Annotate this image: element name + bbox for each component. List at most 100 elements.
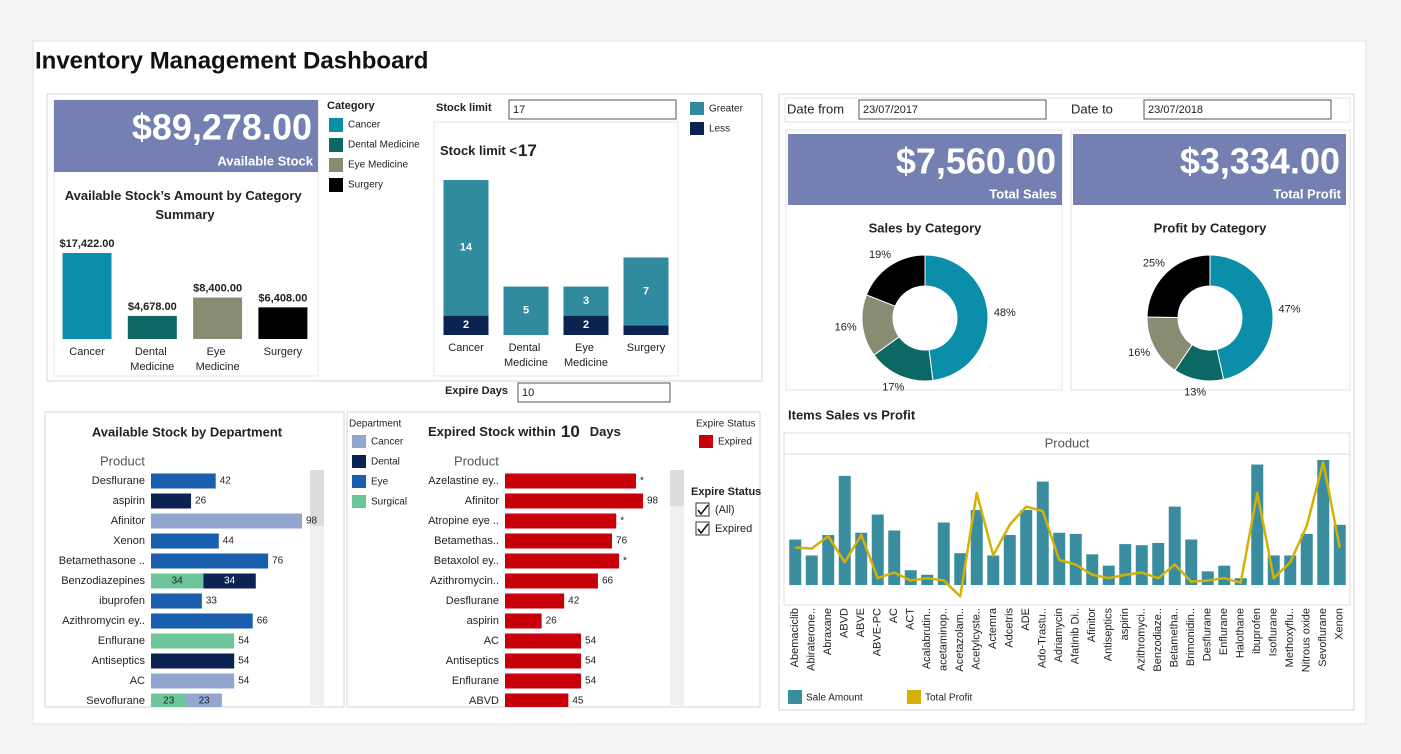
bar [151, 693, 187, 707]
value-label: 19% [869, 249, 891, 261]
category-label: Antiseptics [446, 655, 500, 667]
value-label: 42 [568, 596, 580, 607]
category-label: Acetazolam.. [954, 608, 966, 672]
category-label: Dental Medicine [504, 342, 548, 369]
legend-swatch [690, 122, 704, 135]
bar [127, 315, 177, 339]
filter-input[interactable] [858, 99, 1047, 120]
category-label: Atropine eye .. [428, 515, 499, 527]
bar [505, 653, 582, 669]
chart-title-part: 17 [518, 141, 537, 160]
category-label: Betamethasone .. [59, 555, 145, 567]
scrollbar-thumb[interactable] [670, 470, 684, 506]
checkbox[interactable] [695, 502, 710, 517]
filter-value[interactable]: 17 [513, 104, 525, 116]
bar [151, 633, 235, 649]
bar [151, 653, 235, 669]
category-label: Brimonidin.. [1185, 608, 1197, 666]
legend-label: Less [709, 124, 730, 135]
category-label: ABVE-PC [872, 608, 884, 656]
value-label: 47% [1279, 304, 1301, 316]
bar [151, 673, 235, 689]
scrollbar-thumb[interactable] [310, 470, 324, 526]
kpi-label: Available Stock [217, 153, 313, 168]
bar [151, 533, 219, 549]
category-label: Desflurane [1202, 608, 1214, 661]
value-label: 48% [994, 307, 1016, 319]
bar [151, 593, 202, 609]
value-label: 34 [172, 576, 184, 587]
category-label: Enflurane [98, 635, 145, 647]
value-label: 2 [463, 319, 469, 331]
value-label: $6,408.00 [258, 292, 307, 304]
filter-input[interactable] [1143, 99, 1332, 120]
filter-value[interactable]: 23/07/2018 [1148, 104, 1203, 116]
value-label: 26 [546, 616, 558, 627]
value-label: 33 [206, 596, 218, 607]
text-line: Dental [509, 342, 544, 354]
category-label: ACT [905, 608, 917, 630]
bar [1218, 565, 1231, 585]
kpi-card [788, 134, 1062, 205]
value-label: 3 [583, 295, 589, 307]
scrollbar[interactable] [310, 470, 324, 705]
bar [789, 539, 802, 585]
filter-input[interactable] [508, 99, 677, 120]
filter-label: Stock limit [436, 102, 492, 114]
category-label: Afinitor [1086, 608, 1098, 643]
bar [623, 325, 669, 335]
checkbox-label[interactable]: Expired [715, 523, 752, 535]
filter-value[interactable]: 23/07/2017 [863, 104, 918, 116]
category-label: ABVD [469, 695, 499, 707]
line [795, 461, 1341, 598]
legend-swatch [352, 475, 366, 488]
category-label: ABVE [855, 608, 867, 637]
category-label: Azelastine ey.. [428, 475, 499, 487]
chart-title-part: Expired Stock within [428, 424, 556, 439]
bar [505, 493, 643, 509]
value-label: 98 [306, 516, 318, 527]
scrollbar[interactable] [670, 470, 684, 705]
bar [443, 180, 489, 316]
kpi-card [1073, 134, 1346, 205]
bar [563, 286, 609, 316]
checkbox-label[interactable]: (All) [715, 504, 735, 516]
category-label: Acalabrutin.. [921, 608, 933, 669]
bar [805, 555, 818, 585]
bar [921, 574, 934, 585]
filter-value[interactable]: 10 [522, 387, 534, 399]
legend-label: Eye Medicine [348, 160, 408, 171]
bar [1185, 539, 1198, 585]
text-line: Eye [207, 346, 229, 358]
legend-label: Surgical [371, 497, 407, 508]
chart-title: Stock limit <17 [440, 141, 537, 160]
text-line: Available Stock’s Amount by Category [65, 188, 306, 203]
panel [785, 129, 1063, 391]
legend-title: Category [327, 100, 376, 112]
legend-swatch [352, 435, 366, 448]
bar [1086, 554, 1099, 585]
value-label: 14 [460, 242, 473, 254]
legend-label: Dental [371, 457, 400, 468]
category-label: Nitrous oxide [1301, 608, 1313, 672]
chart-title-part: 10 [561, 422, 580, 441]
kpi-value: $3,334.00 [1180, 141, 1340, 182]
text-line: Surgery [264, 346, 303, 358]
bar [505, 593, 565, 609]
category-label: Enflurane [1218, 608, 1230, 655]
value-label: 42 [220, 476, 232, 487]
category-label: Surgery [264, 346, 303, 358]
value-label: 23 [163, 696, 175, 707]
text-line: Eye [575, 342, 597, 354]
checkbox[interactable] [695, 521, 710, 536]
legend-label: Expired [718, 437, 752, 448]
filter-input[interactable] [517, 382, 671, 403]
category-label: Azithromycin ey.. [62, 615, 145, 627]
bar [505, 533, 613, 549]
category-label: Desflurane [446, 595, 499, 607]
chart-title: Sales by Category [869, 220, 982, 235]
text-line: Medicine [130, 361, 174, 373]
legend-label: Dental Medicine [348, 140, 420, 151]
bar [1333, 524, 1346, 585]
category-label: Sevoflurane [86, 695, 145, 707]
